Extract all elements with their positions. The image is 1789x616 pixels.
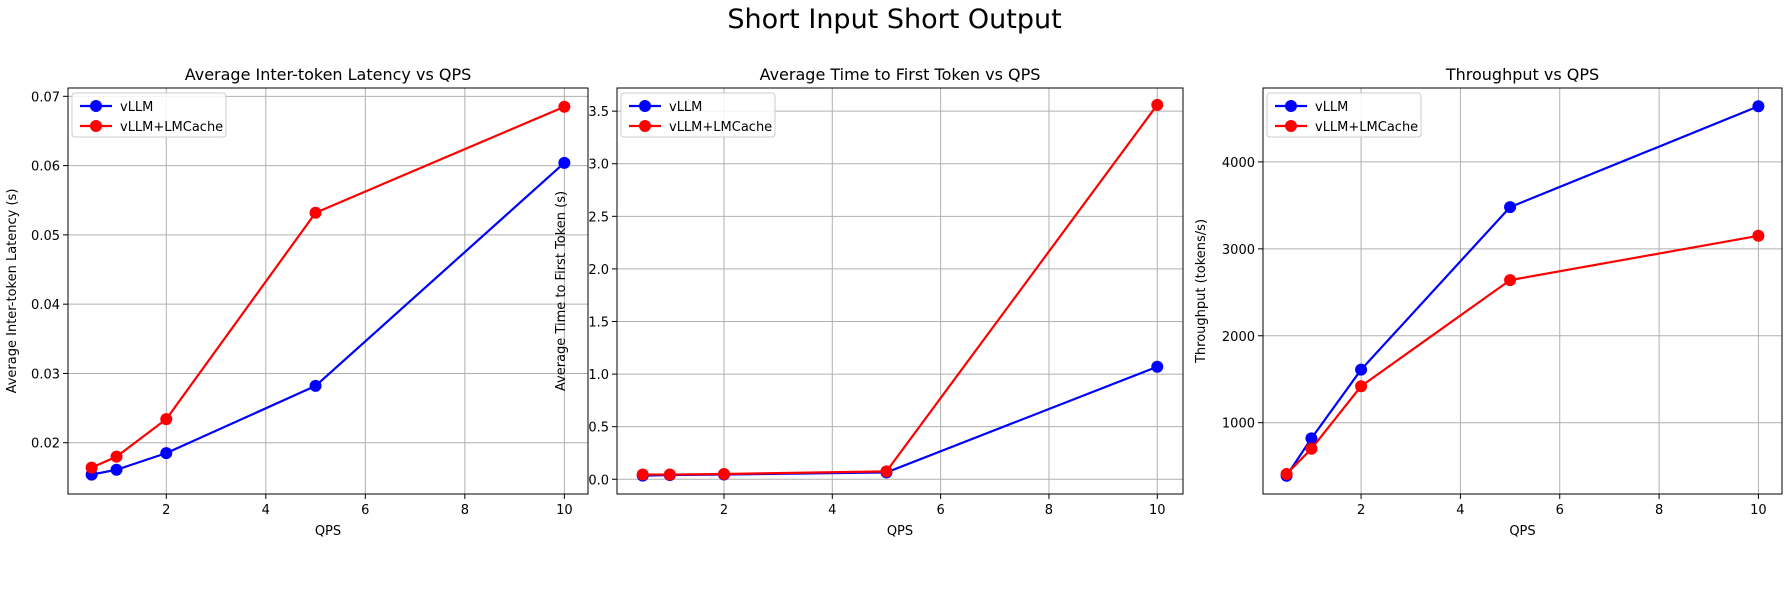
chart-panel-3: 2 4 6 8 10 1000 2000 3000 4000 Throughput vs QPS Q… xyxy=(1194,65,1783,539)
data-point-vllm-lmcache xyxy=(663,468,676,481)
legend: vLLM vLLM+LMCache xyxy=(620,92,776,138)
series-line-vllm xyxy=(91,162,566,476)
data-point-vllm-lmcache xyxy=(1305,442,1318,455)
legend-label: vLLM xyxy=(1315,100,1348,115)
series-line-vllm-lmcache xyxy=(642,104,1159,476)
axes-frame xyxy=(1262,87,1783,495)
legend-marker xyxy=(1285,120,1297,132)
x-tick-label: 10 xyxy=(1149,503,1166,518)
axes-frame xyxy=(67,87,589,495)
legend-label: vLLM+LMCache xyxy=(120,120,223,135)
y-tick-label: 0.04 xyxy=(31,298,60,313)
legend-marker xyxy=(90,100,102,112)
x-tick-label: 6 xyxy=(936,503,944,518)
y-tick-label: 3.0 xyxy=(588,158,609,173)
x-tick-label: 8 xyxy=(1655,503,1663,518)
x-tick-label: 4 xyxy=(828,503,836,518)
y-tick-label: 0.0 xyxy=(588,473,609,488)
x-tick-label: 2 xyxy=(720,503,728,518)
y-tick-label: 0.02 xyxy=(31,437,60,452)
x-axis-label: QPS xyxy=(1509,524,1535,539)
y-tick-label: 1.0 xyxy=(588,368,609,383)
x-tick-label: 4 xyxy=(262,503,270,518)
legend-label: vLLM+LMCache xyxy=(669,120,772,135)
series-line-vllm-lmcache xyxy=(91,105,565,469)
data-point-vllm xyxy=(558,156,571,169)
x-tick-label: 6 xyxy=(1556,503,1564,518)
x-tick-label: 6 xyxy=(361,503,369,518)
x-tick-label: 2 xyxy=(162,503,170,518)
data-point-vllm xyxy=(309,379,322,392)
y-tick-label: 3000 xyxy=(1222,243,1255,258)
x-axis-label: QPS xyxy=(315,524,341,539)
y-tick-label: 0.5 xyxy=(588,421,609,436)
x-tick-label: 2 xyxy=(1357,503,1365,518)
chart-panel-1: 2 4 6 8 10 0.02 0.03 0.04 0.05 0.06 0.07 Average In… xyxy=(5,65,589,539)
legend: vLLM vLLM+LMCache xyxy=(71,92,227,138)
data-point-vllm-lmcache xyxy=(1355,380,1368,393)
legend-label: vLLM xyxy=(120,100,153,115)
series-line-vllm-lmcache xyxy=(1285,234,1759,475)
x-tick-label: 8 xyxy=(1045,503,1053,518)
y-tick-label: 2.0 xyxy=(588,263,609,278)
x-tick-label: 10 xyxy=(1750,503,1767,518)
data-point-vllm xyxy=(1151,360,1164,373)
data-point-vllm xyxy=(1752,100,1765,113)
data-point-vllm-lmcache xyxy=(160,413,173,426)
data-point-vllm xyxy=(1305,432,1318,445)
data-point-vllm-lmcache xyxy=(110,450,123,463)
data-point-vllm-lmcache xyxy=(1752,229,1765,242)
legend-marker xyxy=(1285,100,1297,112)
data-point-vllm-lmcache xyxy=(1151,98,1164,111)
series-line-vllm xyxy=(642,365,1158,477)
y-tick-label: 4000 xyxy=(1222,156,1255,171)
data-point-vllm xyxy=(110,463,123,476)
legend-label: vLLM+LMCache xyxy=(1315,120,1418,135)
data-point-vllm xyxy=(1355,363,1368,376)
y-tick-label: 0.07 xyxy=(31,90,60,105)
data-point-vllm-lmcache xyxy=(636,468,649,481)
x-tick-label: 8 xyxy=(461,503,469,518)
data-point-vllm-lmcache xyxy=(880,465,893,478)
y-axis-label: Throughput (tokens/s) xyxy=(1194,219,1209,364)
data-point-vllm-lmcache xyxy=(558,100,571,113)
chart-panel-2: 2 4 6 8 10 0.0 0.5 1.0 1.5 2.0 2.5 3.0 3.5 Average Ti… xyxy=(554,65,1184,539)
y-tick-label: 0.06 xyxy=(31,160,60,175)
y-axis-label: Average Time to First Token (s) xyxy=(554,191,569,391)
legend-marker xyxy=(639,100,651,112)
legend-marker xyxy=(639,120,651,132)
data-point-vllm-lmcache xyxy=(85,461,98,474)
y-tick-label: 0.03 xyxy=(31,367,60,382)
y-tick-label: 0.05 xyxy=(31,229,60,244)
y-tick-label: 3.5 xyxy=(588,105,609,120)
data-point-vllm xyxy=(1504,201,1517,214)
y-axis-label: Average Inter-token Latency (s) xyxy=(5,189,20,394)
x-tick-label: 4 xyxy=(1456,503,1464,518)
data-point-vllm-lmcache xyxy=(1280,468,1293,481)
axes-frame xyxy=(616,87,1184,495)
data-point-vllm-lmcache xyxy=(309,206,322,219)
y-tick-label: 2000 xyxy=(1222,330,1255,345)
x-tick-label: 10 xyxy=(556,503,573,518)
y-tick-label: 1.5 xyxy=(588,316,609,331)
y-tick-label: 2.5 xyxy=(588,210,609,225)
legend-marker xyxy=(90,120,102,132)
x-axis-label: QPS xyxy=(887,524,913,539)
data-point-vllm xyxy=(160,447,173,460)
legend: vLLM vLLM+LMCache xyxy=(1266,92,1422,138)
figure-title: Short Input Short Output xyxy=(727,4,1062,35)
chart-title: Average Time to First Token vs QPS xyxy=(760,65,1041,84)
data-point-vllm-lmcache xyxy=(1504,274,1517,287)
data-point-vllm-lmcache xyxy=(717,468,730,481)
chart-title: Throughput vs QPS xyxy=(1445,65,1599,84)
chart-title: Average Inter-token Latency vs QPS xyxy=(185,65,472,84)
legend-label: vLLM xyxy=(669,100,702,115)
y-tick-label: 1000 xyxy=(1222,417,1255,432)
